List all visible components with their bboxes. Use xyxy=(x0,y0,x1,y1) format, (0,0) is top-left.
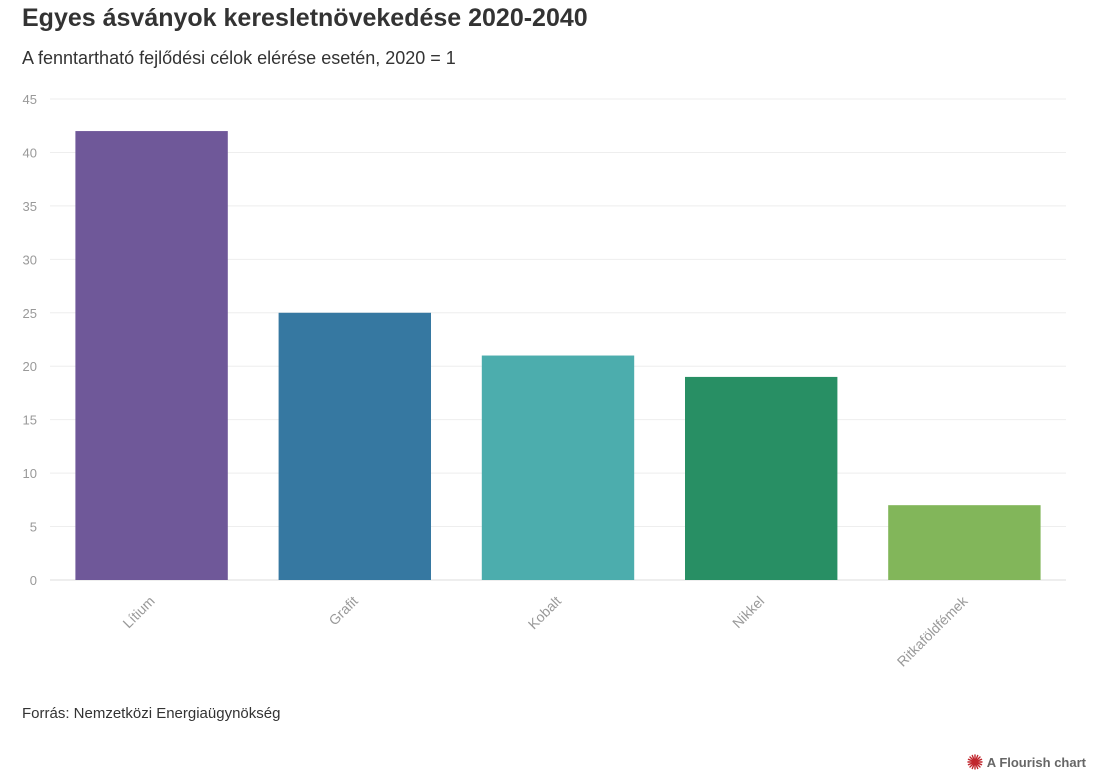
source-note: Forrás: Nemzetközi Energiaügynökség xyxy=(22,705,281,722)
bar[interactable] xyxy=(685,376,838,580)
bar[interactable] xyxy=(75,131,228,581)
flourish-logo-icon xyxy=(967,754,983,770)
y-tick-label: 30 xyxy=(23,252,37,267)
chart-title: Egyes ásványok keresletnövekedése 2020-2… xyxy=(22,4,588,32)
y-tick-label: 5 xyxy=(30,520,37,535)
y-tick-label: 15 xyxy=(23,413,37,428)
y-tick-label: 20 xyxy=(23,359,37,374)
y-tick-label: 35 xyxy=(23,199,37,214)
bar[interactable] xyxy=(481,355,635,580)
x-tick-label: Ritkaföldfémek xyxy=(894,592,971,669)
y-tick-label: 45 xyxy=(23,92,37,107)
x-tick-label: Grafit xyxy=(325,593,361,629)
y-tick-label: 10 xyxy=(23,466,37,481)
credit-label: A Flourish chart xyxy=(986,754,1086,770)
bar[interactable] xyxy=(278,312,431,580)
y-axis-ticks: 0 5 10 15 20 25 30 35 40 45 xyxy=(23,92,37,588)
flourish-credit-link[interactable]: A Flourish chart xyxy=(967,754,1086,770)
y-tick-label: 25 xyxy=(23,306,37,321)
y-tick-label: 0 xyxy=(30,573,37,588)
y-tick-label: 40 xyxy=(23,145,37,160)
x-tick-label: Lítium xyxy=(119,593,157,631)
bars xyxy=(75,131,1041,581)
x-tick-label: Nikkel xyxy=(729,593,767,631)
bar[interactable] xyxy=(888,505,1041,580)
x-tick-label: Kobalt xyxy=(525,593,564,632)
x-axis-ticks: Lítium Grafit Kobalt Nikkel Ritkaföldfémek xyxy=(119,592,971,669)
bar-chart: 0 5 10 15 20 25 30 35 40 45 Lítium Grafit Kobalt Nik… xyxy=(23,92,1066,670)
chart-subtitle: A fenntartható fejlődési célok elérése e… xyxy=(22,48,456,68)
